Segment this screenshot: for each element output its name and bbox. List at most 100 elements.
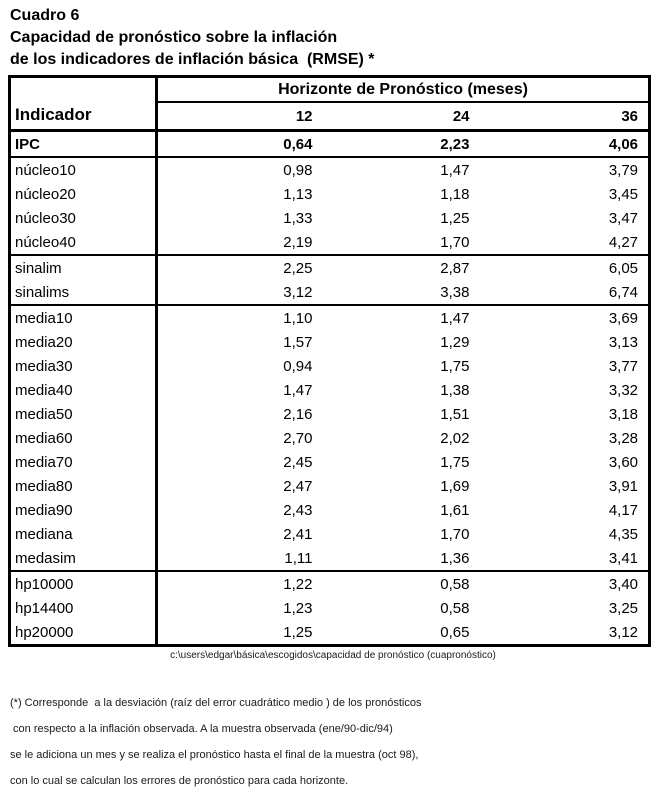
rmse-value: 3,69 <box>479 304 650 330</box>
table-row: media90 2,43 1,61 4,17 <box>9 498 650 522</box>
rmse-value: 3,32 <box>608 381 639 399</box>
rmse-value: 6,74 <box>608 283 639 301</box>
rmse-value: 1,69 <box>440 477 470 495</box>
rmse-value: 1,25 <box>283 623 313 641</box>
indicator-column-header: Indicador <box>9 76 158 132</box>
table-row: media30 0,94 1,75 3,77 <box>9 354 650 378</box>
table-row: media60 2,70 2,02 3,28 <box>9 426 650 450</box>
rmse-value: 2,87 <box>322 254 480 280</box>
rmse-value: 3,38 <box>440 283 470 301</box>
indicator-label: hp14400 <box>9 596 158 620</box>
rmse-value: 3,25 <box>608 599 639 617</box>
rmse-value: 4,17 <box>608 501 639 519</box>
rmse-value: 1,13 <box>283 185 313 203</box>
footnote-line-3: se le adiciona un mes y se realiza el pr… <box>10 749 419 761</box>
indicator-label: núcleo40 <box>9 230 158 255</box>
rmse-value: 3,40 <box>479 570 650 596</box>
table-row: IPC 0,64 2,23 4,06 <box>9 130 650 157</box>
rmse-value: 1,51 <box>440 405 470 423</box>
indicator-label: sinalims <box>9 280 158 305</box>
table-header: Indicador Horizonte de Pronóstico (meses… <box>9 76 650 132</box>
rmse-value: 3,12 <box>608 623 639 641</box>
rmse-value: 3,28 <box>608 429 639 447</box>
indicator-label: núcleo10 <box>9 156 158 182</box>
indicator-label: hp10000 <box>9 570 158 596</box>
horizon-24-header: 24 <box>322 102 480 132</box>
table-number: Cuadro 6 <box>10 7 80 24</box>
rmse-value: 1,18 <box>440 185 470 203</box>
table-row: hp14400 1,23 0,58 3,25 <box>9 596 650 620</box>
indicator-label: media30 <box>9 354 158 378</box>
title-line-2: Capacidad de pronóstico sobre la inflaci… <box>10 29 338 46</box>
table-row: media50 2,16 1,51 3,18 <box>9 402 650 426</box>
rmse-value: 2,16 <box>283 405 313 423</box>
rmse-value: 2,23 <box>440 135 470 153</box>
rmse-value: 1,23 <box>283 599 313 617</box>
rmse-value: 1,70 <box>440 233 470 251</box>
indicator-label: media10 <box>9 304 158 330</box>
rmse-value: 2,70 <box>283 429 313 447</box>
rmse-value: 2,19 <box>283 233 313 251</box>
rmse-value: 3,77 <box>608 357 639 375</box>
indicator-label: núcleo20 <box>9 182 158 206</box>
rmse-value: 2,43 <box>283 501 313 519</box>
horizon-group-header: Horizonte de Pronóstico (meses) <box>156 76 650 103</box>
indicator-label: media70 <box>9 450 158 474</box>
rmse-value: 1,22 <box>156 570 323 596</box>
indicator-label: media60 <box>9 426 158 450</box>
indicator-label: medasim <box>9 546 158 571</box>
table-row: medasim 1,11 1,36 3,41 <box>9 546 650 571</box>
rmse-value: 1,10 <box>156 304 323 330</box>
rmse-value: 0,64 <box>283 135 313 153</box>
indicator-label: media50 <box>9 402 158 426</box>
rmse-value: 1,70 <box>440 525 470 543</box>
rmse-value: 1,29 <box>440 333 470 351</box>
rmse-value: 2,25 <box>156 254 323 280</box>
table-row: núcleo10 0,98 1,47 3,79 <box>9 156 650 182</box>
rmse-value: 4,27 <box>608 233 639 251</box>
rmse-value: 1,36 <box>440 549 470 567</box>
rmse-value: 1,11 <box>284 549 313 567</box>
rmse-value: 3,91 <box>608 477 639 495</box>
rmse-value: 3,47 <box>608 209 639 227</box>
rmse-value: 1,61 <box>440 501 470 519</box>
rmse-value: 2,41 <box>283 525 313 543</box>
rmse-value: 4,06 <box>608 135 639 153</box>
horizon-36-header: 36 <box>479 102 650 132</box>
indicator-label: media80 <box>9 474 158 498</box>
rmse-value: 1,47 <box>283 381 313 399</box>
rmse-value: 1,38 <box>440 381 470 399</box>
footnote-line-1: (*) Corresponde a la desviación (raíz de… <box>10 697 422 709</box>
header-row-group: Indicador Horizonte de Pronóstico (meses… <box>9 76 650 132</box>
footnote-line-4: con lo cual se calculan los errores de p… <box>10 775 349 787</box>
table-row: hp20000 1,25 0,65 3,12 <box>9 620 650 646</box>
rmse-value: 4,35 <box>608 525 639 543</box>
rmse-value: 3,60 <box>608 453 639 471</box>
table-body: IPC 0,64 2,23 4,06 núcleo10 0,98 1,47 3,79 núcle… <box>9 130 650 646</box>
horizon-12-header: 12 <box>156 102 323 132</box>
rmse-value: 3,12 <box>283 283 313 301</box>
indicator-label: núcleo30 <box>9 206 158 230</box>
rmse-value: 3,18 <box>608 405 639 423</box>
rmse-value: 0,98 <box>156 156 323 182</box>
table-row: mediana 2,41 1,70 4,35 <box>9 522 650 546</box>
header-row-horizons: 12 24 36 <box>10 102 650 132</box>
page-title: Cuadro 6 Capacidad de pronóstico sobre l… <box>10 5 375 71</box>
table-row: hp10000 1,22 0,58 3,40 <box>9 570 650 596</box>
rmse-value: 3,13 <box>608 333 639 351</box>
rmse-value: 0,58 <box>322 570 480 596</box>
indicator-label: media20 <box>9 330 158 354</box>
rmse-value: 3,45 <box>608 185 639 203</box>
rmse-value: 1,75 <box>440 453 470 471</box>
rmse-value: 3,79 <box>479 156 650 182</box>
rmse-value: 1,47 <box>322 156 480 182</box>
rmse-value: 1,57 <box>283 333 313 351</box>
rmse-value: 3,41 <box>608 549 639 567</box>
table-row: media80 2,47 1,69 3,91 <box>9 474 650 498</box>
rmse-value: 0,58 <box>440 599 470 617</box>
table-row: media40 1,47 1,38 3,32 <box>9 378 650 402</box>
rmse-value: 1,75 <box>440 357 470 375</box>
rmse-value: 2,02 <box>440 429 470 447</box>
indicator-label: hp20000 <box>9 620 158 646</box>
indicator-label: media90 <box>9 498 158 522</box>
